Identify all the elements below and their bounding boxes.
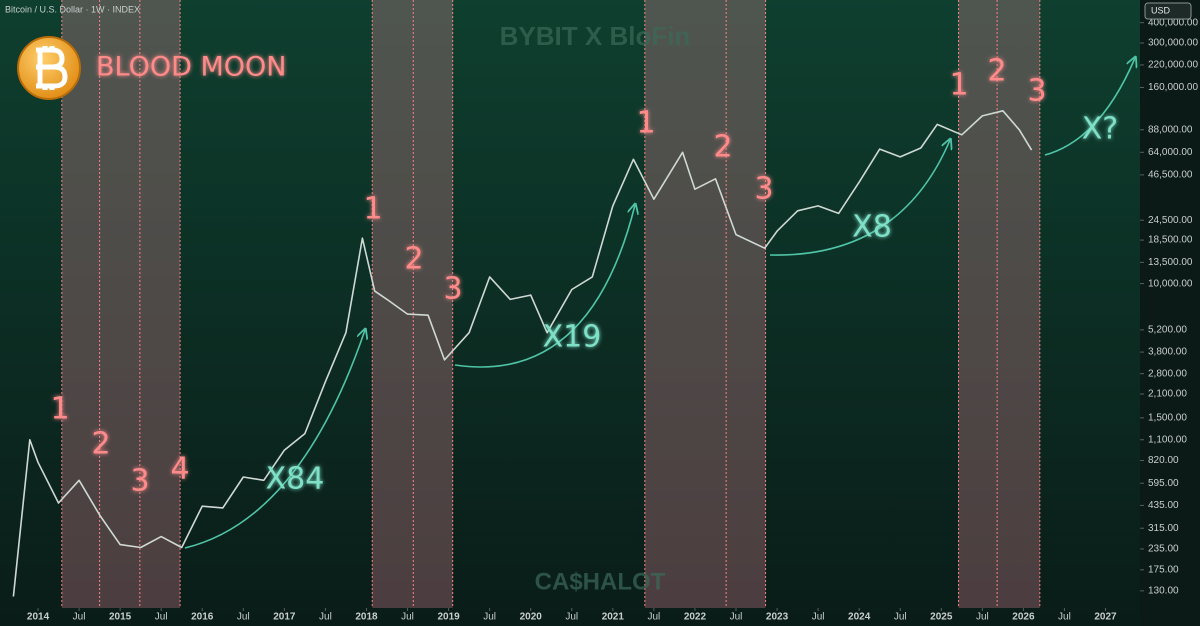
cycle-band (372, 0, 453, 608)
multiplier-label: X8 (852, 210, 892, 245)
y-tick-label: 2,100.00 (1148, 389, 1187, 400)
x-tick-label: Jul (976, 612, 989, 623)
cycle-bands (61, 0, 1041, 608)
trend-arrow (184, 330, 365, 549)
x-tick-label: 2019 (437, 612, 460, 623)
x-tick-label: Jul (483, 612, 496, 623)
phase-label: 3 (130, 464, 149, 499)
x-tick-label: 2020 (520, 612, 543, 623)
y-tick-label: 1,500.00 (1148, 412, 1187, 423)
y-tick-label: 300,000.00 (1148, 38, 1198, 49)
arrows (184, 58, 1135, 549)
x-tick-label: Jul (73, 612, 86, 623)
phase-label: 2 (404, 242, 423, 277)
y-tick-label: 235.00 (1148, 544, 1179, 555)
y-tick-label: 435.00 (1148, 500, 1179, 511)
y-tick-label: 46,500.00 (1148, 170, 1193, 181)
y-tick-label: 24,500.00 (1148, 215, 1193, 226)
watermark: CA$HALOT (535, 568, 666, 595)
y-tick-label: 10,000.00 (1148, 278, 1193, 289)
x-tick-label: 2027 (1094, 612, 1117, 623)
y-tick-label: 2,800.00 (1148, 368, 1187, 379)
price-axis-panel (1140, 0, 1200, 626)
trend-arrow (454, 205, 635, 368)
phase-label: 1 (949, 68, 968, 103)
chart-title: Bitcoin / U.S. Dollar · 1W · INDEX (5, 4, 140, 14)
headline: BLOOD MOON (96, 52, 286, 83)
x-tick-label: 2021 (602, 612, 625, 623)
plot (12, 110, 1033, 597)
x-tick-label: Jul (319, 612, 332, 623)
trend-arrow (769, 140, 950, 256)
x-tick-label: Jul (647, 612, 660, 623)
x-tick-label: 2016 (191, 612, 214, 623)
y-tick-label: 1,100.00 (1148, 434, 1187, 445)
x-tick-label: 2017 (273, 612, 296, 623)
y-tick-label: 130.00 (1148, 585, 1179, 596)
price-line (12, 110, 1033, 597)
trend-arrow (1044, 58, 1135, 156)
x-tick-label: 2018 (355, 612, 378, 623)
y-tick-label: 64,000.00 (1148, 147, 1193, 158)
x-tick-label: 2023 (766, 612, 789, 623)
x-tick-label: 2015 (109, 612, 132, 623)
cycle-band (61, 0, 181, 608)
currency-box (1144, 2, 1192, 20)
y-tick-label: 400,000.00 (1148, 17, 1198, 28)
y-tick-label: 160,000.00 (1148, 82, 1198, 93)
phase-label: 3 (754, 172, 773, 207)
x-tick-label: Jul (894, 612, 907, 623)
currency: USD (1151, 5, 1171, 15)
y-tick-label: 13,500.00 (1148, 257, 1193, 268)
phase-label: 1 (636, 106, 655, 141)
y-tick-label: 315.00 (1148, 523, 1179, 534)
y-tick-label: 88,000.00 (1148, 124, 1193, 135)
phase-label: 2 (91, 427, 110, 462)
x-tick-label: 2022 (684, 612, 707, 623)
y-tick-label: 5,200.00 (1148, 325, 1187, 336)
y-tick-label: 220,000.00 (1148, 60, 1198, 71)
x-tick-label: Jul (812, 612, 825, 623)
x-tick-label: Jul (565, 612, 578, 623)
phase-label: 3 (1027, 74, 1046, 109)
y-tick-label: 3,800.00 (1148, 347, 1187, 358)
y-tick-label: 595.00 (1148, 478, 1179, 489)
y-tick-label: 175.00 (1148, 564, 1179, 575)
x-tick-label: Jul (237, 612, 250, 623)
y-tick-label: 820.00 (1148, 455, 1179, 466)
multiplier-label: X84 (266, 462, 325, 497)
cycle-band (958, 0, 1040, 608)
phase-label: 2 (987, 54, 1006, 89)
x-tick-label: Jul (1058, 612, 1071, 623)
y-tick-label: 18,500.00 (1148, 235, 1193, 246)
multiplier-label: X19 (543, 320, 602, 355)
x-tick-label: 2024 (848, 612, 871, 623)
x-tick-label: Jul (730, 612, 743, 623)
x-tick-label: 2026 (1012, 612, 1035, 623)
phase-label: 1 (50, 392, 69, 427)
x-tick-label: 2014 (27, 612, 50, 623)
cycle-band (644, 0, 766, 608)
phase-label: 3 (443, 272, 462, 307)
phase-label: 4 (170, 452, 189, 487)
phase-label: 2 (713, 130, 732, 165)
x-tick-label: Jul (155, 612, 168, 623)
x-tick-label: 2025 (930, 612, 953, 623)
phase-label: 1 (363, 192, 382, 227)
grid: 130.00 175.00 235.00 315.00 435.00 595.00 820.… (27, 17, 1199, 622)
multiplier-label: X? (1082, 112, 1118, 147)
watermark: BYBIT X BloFin (500, 21, 691, 51)
bitcoin-logo (17, 36, 81, 100)
x-tick-label: Jul (401, 612, 414, 623)
